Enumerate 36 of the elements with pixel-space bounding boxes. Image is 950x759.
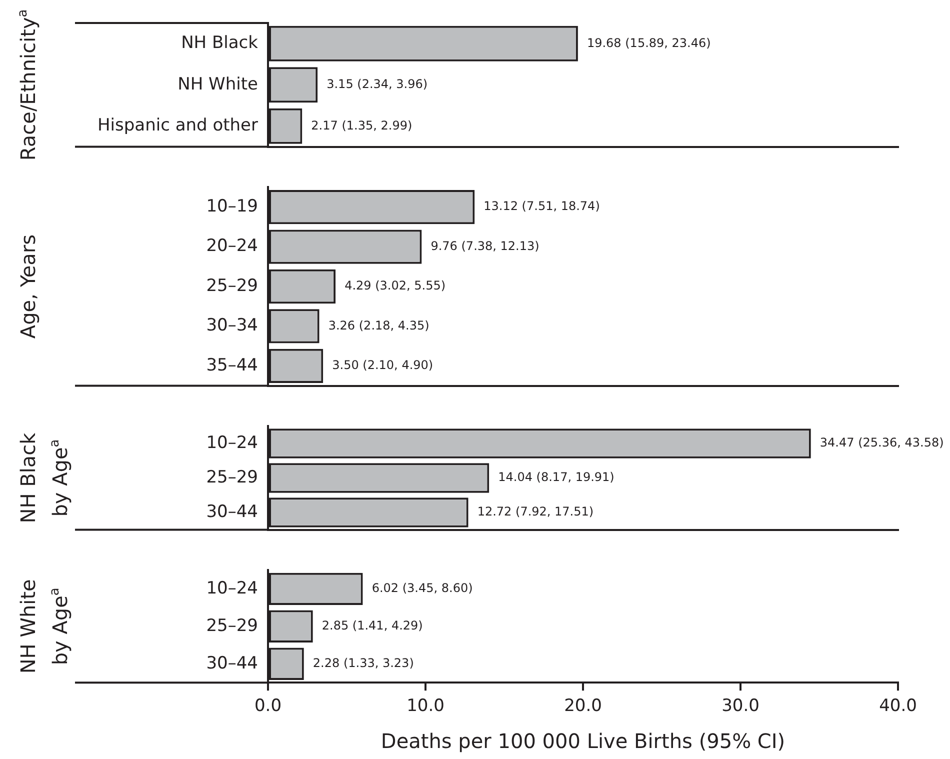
x-tick-label: 0.0 <box>254 696 282 716</box>
y-tick-label: 10–24 <box>206 432 258 453</box>
y-tick-label: NH White <box>178 74 258 94</box>
data-label: 2.28 (1.33, 3.23) <box>312 656 414 670</box>
y-tick-label: 35–44 <box>206 355 258 376</box>
data-label: 2.85 (1.41, 4.29) <box>322 618 423 633</box>
x-tick-label: 10.0 <box>406 696 444 716</box>
y-tick-label: 25–29 <box>206 467 258 488</box>
data-label: 3.26 (2.18, 4.35) <box>328 318 430 332</box>
y-tick-label: 30–44 <box>206 653 258 674</box>
y-axis-title: Race/Ethnicitya <box>15 9 40 161</box>
data-label: 6.02 (3.45, 8.60) <box>372 581 473 596</box>
y-axis-title: Age, Years <box>16 234 40 339</box>
y-tick-label: 10–24 <box>206 578 258 598</box>
y-tick-label: Hispanic and other <box>98 116 258 136</box>
data-label: 3.15 (2.34, 3.96) <box>326 77 428 92</box>
data-label: 34.47 (25.36, 43.58) <box>820 436 944 450</box>
y-tick-label: 10–19 <box>206 196 258 216</box>
data-label: 4.29 (3.02, 5.55) <box>344 278 446 293</box>
y-tick-label: NH Black <box>181 33 258 54</box>
y-tick-label: 30–34 <box>206 316 258 336</box>
y-tick-label: 30–44 <box>206 502 258 522</box>
x-axis-title: Deaths per 100 000 Live Births (95% CI) <box>380 729 786 754</box>
x-tick-label: 30.0 <box>722 696 760 716</box>
x-tick-label: 40.0 <box>879 696 917 716</box>
data-label: 2.17 (1.35, 2.99) <box>311 118 412 132</box>
y-tick-label: 20–24 <box>206 236 258 256</box>
x-tick-label: 20.0 <box>564 696 602 716</box>
data-label: 3.50 (2.10, 4.90) <box>332 358 434 372</box>
data-label: 9.76 (7.38, 12.13) <box>430 238 540 253</box>
data-label: 12.72 (7.92, 17.51) <box>477 504 594 519</box>
y-tick-label: 25–29 <box>206 276 258 296</box>
y-tick-label: 25–29 <box>206 616 258 636</box>
data-label: 13.12 (7.51, 18.74) <box>484 199 600 214</box>
data-label: 14.04 (8.17, 19.91) <box>498 470 614 484</box>
data-label: 19.68 (15.89, 23.46) <box>586 36 711 50</box>
